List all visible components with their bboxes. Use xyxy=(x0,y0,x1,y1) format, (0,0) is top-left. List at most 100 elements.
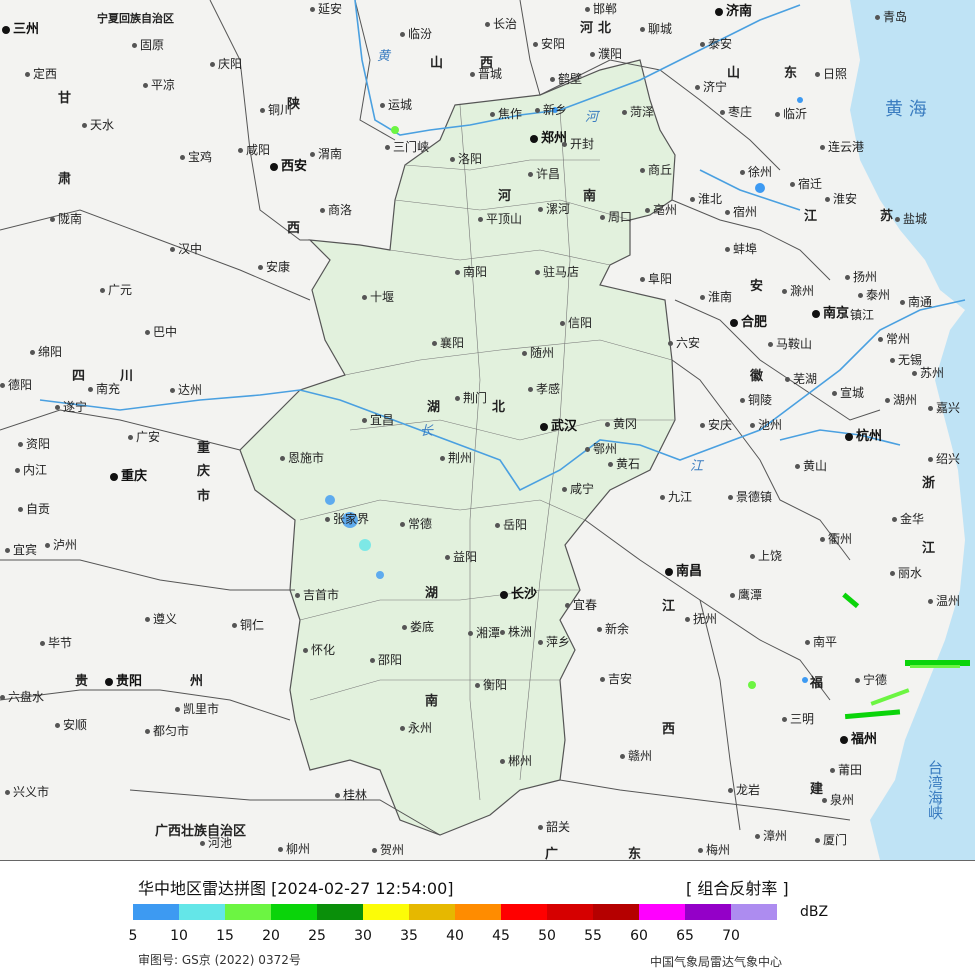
city-marker: 马鞍山 xyxy=(768,337,812,351)
city-marker: 梅州 xyxy=(698,843,730,857)
city-marker: 周口 xyxy=(600,210,632,224)
city-dot-icon xyxy=(750,423,755,428)
legend-panel: 华中地区雷达拼图 [2024-02-27 12:54:00] [ 组合反射率 ]… xyxy=(0,861,975,980)
city-marker: 遵义 xyxy=(145,612,177,626)
city-dot-icon xyxy=(30,350,35,355)
legend-swatch xyxy=(317,904,363,920)
sea-label-yellow-sea: 黄 海 xyxy=(885,99,927,120)
city-dot-icon xyxy=(597,627,602,632)
capital-dot-icon xyxy=(110,472,118,481)
city-marker: 青岛 xyxy=(875,10,907,24)
map-base xyxy=(0,0,975,860)
city-marker: 内江 xyxy=(15,463,47,477)
city-dot-icon xyxy=(725,247,730,252)
city-dot-icon xyxy=(180,155,185,160)
city-marker: 徐州 xyxy=(740,165,772,179)
city-marker: 扬州 xyxy=(845,270,877,284)
city-dot-icon xyxy=(690,197,695,202)
province-label: 陕 xyxy=(287,97,301,112)
province-label: 东 xyxy=(784,66,798,81)
city-marker: 宿迁 xyxy=(790,177,822,191)
city-dot-icon xyxy=(640,27,645,32)
city-dot-icon xyxy=(210,62,215,67)
city-marker: 芜湖 xyxy=(785,372,817,386)
capital-marker: 西安 xyxy=(270,160,307,174)
color-scale-bar xyxy=(133,904,777,920)
city-dot-icon xyxy=(845,275,850,280)
city-dot-icon xyxy=(608,462,613,467)
city-marker: 泰州 xyxy=(858,288,890,302)
city-dot-icon xyxy=(18,442,23,447)
legend-swatch xyxy=(685,904,731,920)
city-dot-icon xyxy=(533,42,538,47)
city-marker: 常州 xyxy=(878,332,910,346)
city-dot-icon xyxy=(88,387,93,392)
capital-marker: 福州 xyxy=(840,733,877,747)
city-dot-icon xyxy=(538,825,543,830)
province-label: 北 xyxy=(492,400,506,415)
city-marker: 开封 xyxy=(562,137,594,151)
city-marker: 平凉 xyxy=(143,78,175,92)
city-marker: 景德镇 xyxy=(728,490,772,504)
city-dot-icon xyxy=(912,371,917,376)
sea-area xyxy=(850,0,975,860)
capital-dot-icon xyxy=(665,567,673,576)
city-dot-icon xyxy=(815,72,820,77)
province-label: 山 xyxy=(727,66,741,81)
province-label: 西 xyxy=(287,221,301,236)
city-marker: 广安 xyxy=(128,430,160,444)
city-marker: 襄阳 xyxy=(432,336,464,350)
city-dot-icon xyxy=(200,841,205,846)
source-credit: 中国气象局雷达气象中心 xyxy=(650,955,783,969)
city-dot-icon xyxy=(0,695,5,700)
legend-swatch xyxy=(501,904,547,920)
city-dot-icon xyxy=(900,300,905,305)
province-label: 广西壮族自治区 xyxy=(155,824,247,839)
city-marker: 庆阳 xyxy=(210,57,242,71)
city-dot-icon xyxy=(100,288,105,293)
city-dot-icon xyxy=(320,208,325,213)
city-marker: 湘潭 xyxy=(468,626,500,640)
province-label: 州 xyxy=(190,674,204,689)
city-dot-icon xyxy=(750,554,755,559)
city-dot-icon xyxy=(132,43,137,48)
legend-swatch xyxy=(455,904,501,920)
city-marker: 鹤壁 xyxy=(550,72,582,86)
legend-swatch xyxy=(547,904,593,920)
city-marker: 铜川 xyxy=(260,103,292,117)
legend-tick-label: 65 xyxy=(676,928,694,944)
city-marker: 宜昌 xyxy=(362,413,394,427)
province-label: 宁夏回族自治区 xyxy=(97,12,174,25)
city-dot-icon xyxy=(25,72,30,77)
city-dot-icon xyxy=(402,625,407,630)
capital-dot-icon xyxy=(2,25,10,34)
city-dot-icon xyxy=(445,555,450,560)
city-marker: 商丘 xyxy=(640,163,672,177)
city-marker: 德阳 xyxy=(0,378,32,392)
city-dot-icon xyxy=(145,617,150,622)
city-marker: 陇南 xyxy=(50,212,82,226)
city-dot-icon xyxy=(830,768,835,773)
city-dot-icon xyxy=(18,507,23,512)
province-label: 江 xyxy=(662,599,676,614)
city-dot-icon xyxy=(5,790,10,795)
city-marker: 吉首市 xyxy=(295,588,339,602)
city-dot-icon xyxy=(668,341,673,346)
sea-label-taiwan-strait: 台湾海峡 xyxy=(926,760,944,820)
city-marker: 湖州 xyxy=(885,393,917,407)
city-dot-icon xyxy=(175,707,180,712)
province-label: 广 xyxy=(545,847,559,862)
city-dot-icon xyxy=(805,640,810,645)
capital-dot-icon xyxy=(715,7,723,16)
city-dot-icon xyxy=(855,678,860,683)
approval-number: 审图号: GS京 (2022) 0372号 xyxy=(138,953,301,967)
city-dot-icon xyxy=(372,848,377,853)
rivers xyxy=(39,0,966,492)
city-dot-icon xyxy=(5,548,10,553)
capital-marker: 济南 xyxy=(715,5,752,19)
capital-marker: 重庆 xyxy=(110,470,147,484)
city-marker: 温州 xyxy=(928,594,960,608)
unit-label: dBZ xyxy=(800,904,829,920)
city-marker: 孝感 xyxy=(528,382,560,396)
city-marker: 枣庄 xyxy=(720,105,752,119)
